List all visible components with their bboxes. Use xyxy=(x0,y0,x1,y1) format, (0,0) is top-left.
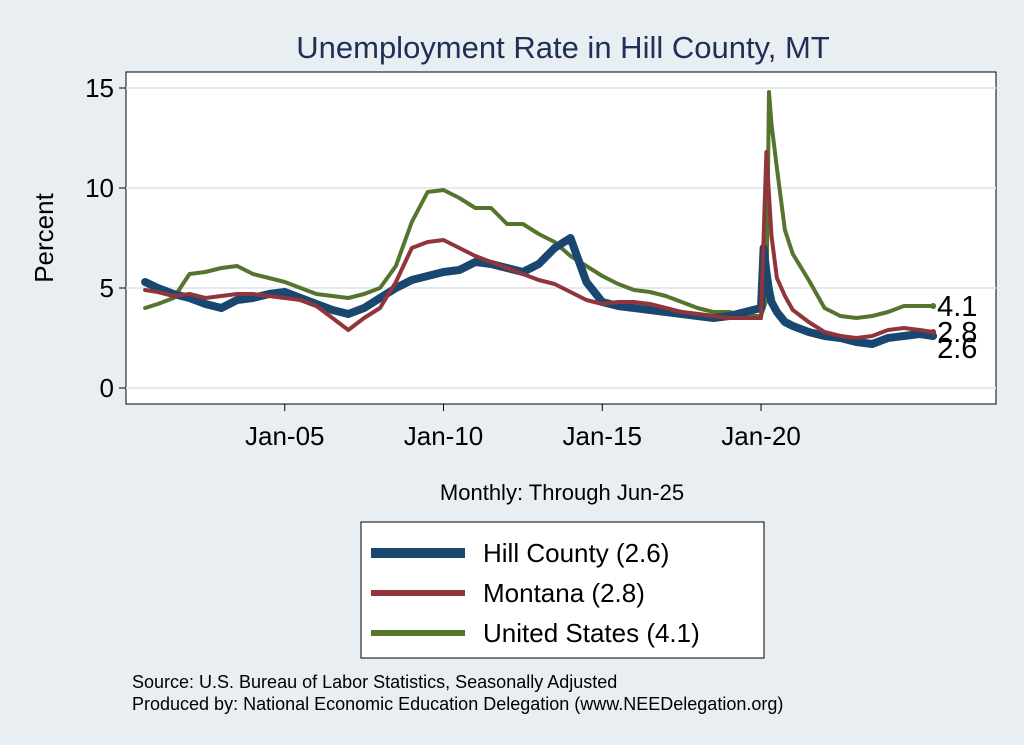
x-tick-label: Jan-20 xyxy=(721,421,801,451)
end-labels: 2.62.84.1 xyxy=(930,291,977,365)
series-end-label: 4.1 xyxy=(937,291,977,323)
series-end-marker xyxy=(930,329,937,335)
x-tick-label: Jan-15 xyxy=(563,421,643,451)
y-tick-label: 10 xyxy=(85,173,114,203)
series-lines xyxy=(141,90,938,348)
series-end-marker xyxy=(930,303,937,309)
source-note: Source: U.S. Bureau of Labor Statistics,… xyxy=(132,672,617,692)
y-axis-title: Percent xyxy=(29,192,59,282)
chart-title: Unemployment Rate in Hill County, MT xyxy=(296,30,830,65)
y-tick-label: 5 xyxy=(100,273,114,303)
series-end-label: 2.8 xyxy=(937,317,977,349)
x-tick-label: Jan-10 xyxy=(404,421,484,451)
series-line-2 xyxy=(143,90,936,320)
plot-area xyxy=(125,71,997,405)
legend: Hill County (2.6) Montana (2.8) United Sta… xyxy=(360,521,765,659)
legend-label: Montana (2.8) xyxy=(483,578,645,608)
y-tick-label: 15 xyxy=(85,73,114,103)
legend-label: United States (4.1) xyxy=(483,618,700,648)
axes: 0 5 10 15 Jan-05 Jan-10 Jan-15 Jan-20 xyxy=(85,73,801,451)
legend-label: Hill County (2.6) xyxy=(483,538,669,568)
series-line-0 xyxy=(141,234,938,348)
series-end-label: 2.6 xyxy=(937,333,977,365)
x-axis-note: Monthly: Through Jun-25 xyxy=(440,480,684,505)
producer-note: Produced by: National Economic Education… xyxy=(132,694,783,714)
series-line-1 xyxy=(143,150,936,340)
y-tick-label: 0 xyxy=(100,373,114,403)
x-tick-label: Jan-05 xyxy=(245,421,325,451)
